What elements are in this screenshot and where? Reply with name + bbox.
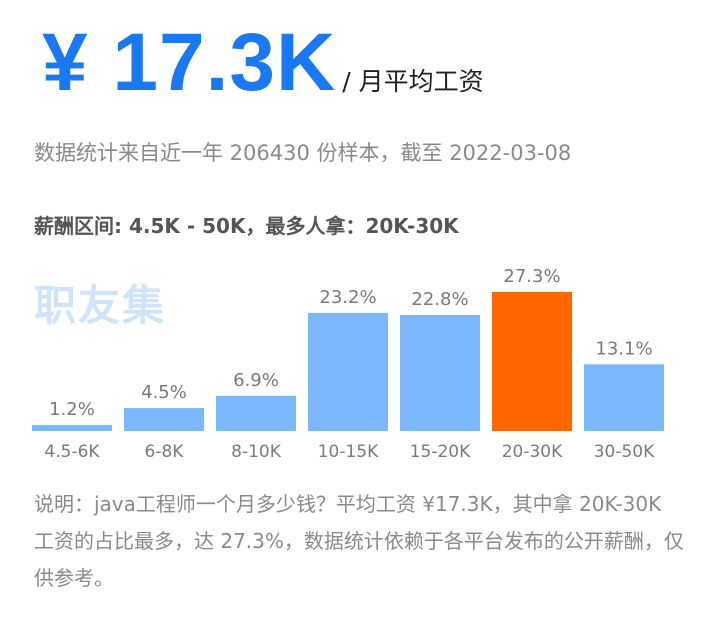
bar-value-label: 23.2% bbox=[319, 287, 376, 308]
salary-range: 薪酬区间: 4.5K - 50K，最多人拿：20K-30K bbox=[34, 214, 459, 238]
bar-value-label: 13.1% bbox=[595, 338, 652, 359]
category-label: 30-50K bbox=[594, 442, 655, 462]
bar-value-label: 6.9% bbox=[233, 370, 279, 391]
bar-30-50K bbox=[584, 364, 664, 431]
sample-note: 数据统计来自近一年 206430 份样本，截至 2022-03-08 bbox=[34, 141, 572, 165]
bar-value-label: 22.8% bbox=[411, 289, 468, 310]
bar-4.5-6K bbox=[32, 424, 112, 431]
watermark-logo: 职友集 bbox=[34, 281, 167, 330]
category-label: 10-15K bbox=[318, 442, 379, 462]
bar-10-15K bbox=[308, 312, 388, 431]
salary-value: ¥ 17.3K bbox=[42, 17, 337, 108]
salary-distribution-chart: 1.2% 4.5-6K 4.5% 6-8K 6.9% 8-10K 23.2% 10-15K 22… bbox=[32, 266, 664, 462]
category-label: 20-30K bbox=[502, 442, 563, 462]
category-label: 8-10K bbox=[231, 442, 282, 462]
bar-8-10K bbox=[216, 395, 296, 431]
description: 说明：java工程师一个月多少钱？平均工资 ¥17.3K，其中拿 20K-30K… bbox=[34, 492, 684, 590]
category-label: 4.5-6K bbox=[44, 442, 100, 462]
category-label: 15-20K bbox=[410, 442, 471, 462]
bar-value-label: 4.5% bbox=[141, 382, 187, 403]
average-salary: ¥ 17.3K / 月平均工资 bbox=[42, 22, 484, 104]
category-label: 6-8K bbox=[145, 442, 185, 462]
salary-unit-label: / 月平均工资 bbox=[342, 67, 484, 96]
bar-6-8K bbox=[124, 408, 204, 431]
bar-20-30K bbox=[492, 292, 572, 431]
bar-value-label: 27.3% bbox=[503, 266, 560, 287]
bar-15-20K bbox=[400, 314, 480, 431]
bar-value-label: 1.2% bbox=[49, 399, 95, 420]
